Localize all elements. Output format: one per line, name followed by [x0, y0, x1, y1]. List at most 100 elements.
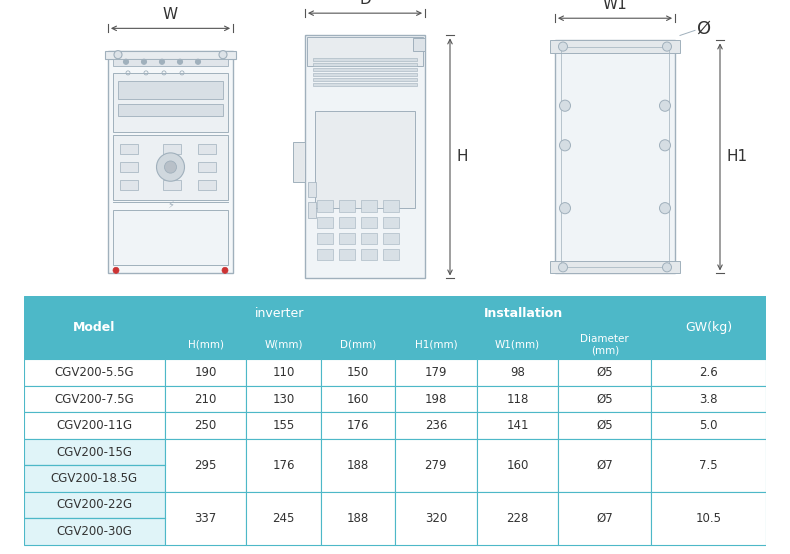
Bar: [24, 465, 165, 492]
Circle shape: [141, 59, 146, 64]
Text: Ø5: Ø5: [596, 366, 613, 379]
Bar: [163, 162, 180, 172]
Text: W1: W1: [603, 0, 627, 12]
Bar: [246, 386, 321, 412]
Bar: [118, 104, 223, 116]
Bar: [24, 492, 165, 518]
Bar: [476, 492, 559, 545]
Bar: [339, 249, 355, 260]
Bar: [317, 217, 333, 228]
Bar: [24, 439, 165, 465]
Bar: [395, 296, 651, 330]
Bar: [476, 330, 559, 360]
Bar: [246, 439, 321, 492]
Text: Ø5: Ø5: [596, 419, 613, 432]
Bar: [476, 360, 559, 386]
Bar: [317, 249, 333, 260]
Bar: [383, 201, 399, 212]
Circle shape: [160, 59, 164, 64]
Bar: [24, 360, 165, 386]
Circle shape: [660, 100, 671, 111]
Text: CGV200-7.5G: CGV200-7.5G: [55, 393, 134, 406]
Text: CGV200-15G: CGV200-15G: [56, 445, 132, 459]
Circle shape: [663, 42, 672, 51]
Bar: [307, 38, 423, 66]
Bar: [361, 217, 377, 228]
Bar: [383, 217, 399, 228]
Bar: [246, 412, 321, 439]
Bar: [315, 111, 415, 208]
Circle shape: [114, 50, 122, 59]
Text: H1(mm): H1(mm): [415, 340, 457, 350]
Bar: [361, 201, 377, 212]
Bar: [313, 73, 417, 76]
Bar: [163, 144, 180, 154]
Text: 179: 179: [424, 366, 447, 379]
Text: H1: H1: [726, 150, 747, 165]
Bar: [651, 296, 766, 360]
Bar: [395, 412, 476, 439]
Bar: [476, 386, 559, 412]
Bar: [317, 233, 333, 244]
Bar: [113, 59, 228, 66]
Bar: [361, 249, 377, 260]
Bar: [305, 35, 425, 279]
Bar: [113, 73, 228, 132]
Bar: [651, 386, 766, 412]
Text: Diameter
(mm): Diameter (mm): [581, 334, 629, 356]
Text: Ø7: Ø7: [596, 459, 613, 472]
Bar: [165, 492, 246, 545]
Circle shape: [219, 50, 227, 59]
Bar: [313, 63, 417, 66]
Bar: [651, 492, 766, 545]
Bar: [108, 50, 233, 273]
Bar: [24, 518, 165, 545]
Bar: [165, 360, 246, 386]
Bar: [651, 412, 766, 439]
Bar: [395, 439, 476, 492]
Bar: [313, 58, 417, 61]
Circle shape: [164, 161, 176, 173]
Text: 155: 155: [273, 419, 295, 432]
Bar: [113, 135, 228, 201]
Text: 176: 176: [347, 419, 369, 432]
Circle shape: [559, 203, 570, 214]
Text: 160: 160: [347, 393, 369, 406]
Circle shape: [559, 100, 570, 111]
Bar: [308, 182, 316, 197]
Bar: [113, 209, 228, 265]
Bar: [120, 162, 138, 172]
Text: Model: Model: [73, 321, 115, 335]
Circle shape: [663, 263, 672, 272]
Circle shape: [195, 59, 201, 64]
Text: inverter: inverter: [255, 307, 305, 320]
Text: Installation: Installation: [483, 307, 562, 320]
Text: 141: 141: [506, 419, 529, 432]
Text: ⚡: ⚡: [167, 199, 174, 209]
Bar: [651, 360, 766, 386]
Bar: [165, 412, 246, 439]
Bar: [413, 38, 425, 50]
Bar: [383, 249, 399, 260]
Bar: [651, 439, 766, 492]
Text: 320: 320: [425, 512, 447, 525]
Bar: [120, 144, 138, 154]
Bar: [165, 330, 246, 360]
Text: 228: 228: [506, 512, 529, 525]
Bar: [383, 233, 399, 244]
Bar: [321, 439, 395, 492]
Bar: [246, 360, 321, 386]
FancyBboxPatch shape: [308, 258, 422, 279]
Bar: [559, 492, 651, 545]
Text: CGV200-11G: CGV200-11G: [56, 419, 132, 432]
Bar: [559, 412, 651, 439]
Text: 160: 160: [506, 459, 529, 472]
Circle shape: [559, 42, 567, 51]
Bar: [165, 439, 246, 492]
Text: 2.6: 2.6: [699, 366, 718, 379]
Text: 188: 188: [347, 512, 369, 525]
Bar: [339, 233, 355, 244]
Bar: [476, 412, 559, 439]
Text: CGV200-5.5G: CGV200-5.5G: [55, 366, 134, 379]
Circle shape: [559, 140, 570, 151]
